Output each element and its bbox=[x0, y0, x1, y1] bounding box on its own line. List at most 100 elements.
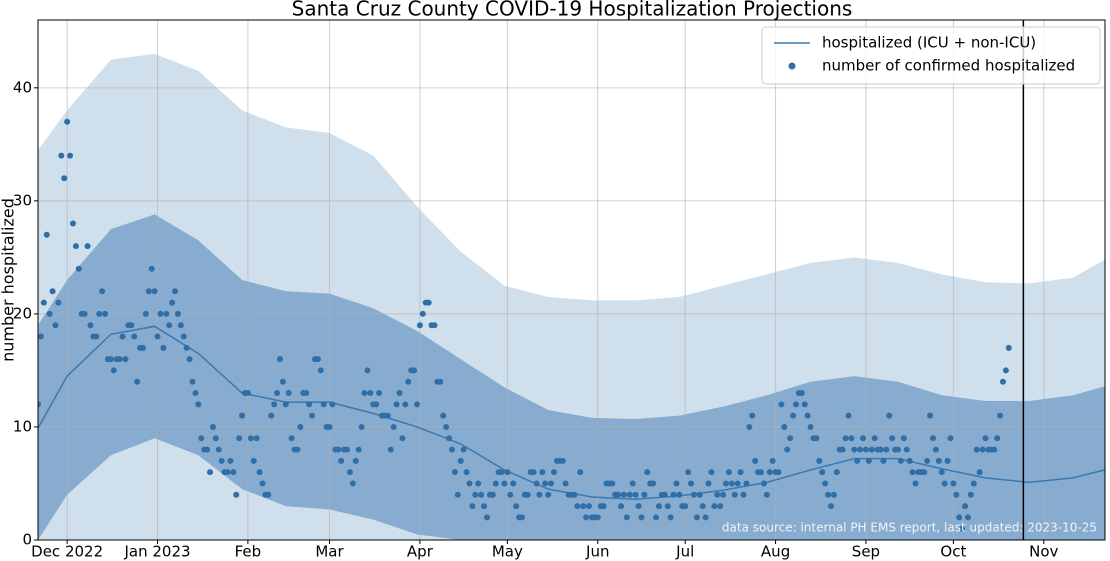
y-tick-label: 0 bbox=[22, 531, 32, 549]
point bbox=[186, 356, 193, 363]
point bbox=[775, 469, 782, 476]
point bbox=[317, 367, 324, 374]
point bbox=[740, 491, 747, 498]
point bbox=[1005, 344, 1012, 351]
point bbox=[344, 446, 351, 453]
point bbox=[571, 491, 578, 498]
point bbox=[635, 503, 642, 510]
point bbox=[536, 491, 543, 498]
point bbox=[950, 480, 957, 487]
point bbox=[52, 322, 59, 329]
legend-box bbox=[761, 26, 1101, 85]
point bbox=[757, 469, 764, 476]
point bbox=[174, 310, 181, 317]
y-tick-label: 30 bbox=[13, 191, 32, 209]
point bbox=[510, 480, 517, 487]
point bbox=[790, 412, 797, 419]
point bbox=[781, 423, 788, 430]
x-tick-label: Apr bbox=[407, 543, 434, 561]
point bbox=[830, 491, 837, 498]
x-tick-label: Aug bbox=[761, 543, 790, 561]
point bbox=[40, 299, 47, 306]
point bbox=[889, 435, 896, 442]
point bbox=[970, 480, 977, 487]
point bbox=[87, 322, 94, 329]
point bbox=[807, 423, 814, 430]
point bbox=[542, 480, 549, 487]
point bbox=[848, 435, 855, 442]
point bbox=[798, 390, 805, 397]
point bbox=[163, 310, 170, 317]
x-tick-label: Jan 2023 bbox=[123, 543, 190, 561]
point bbox=[183, 344, 190, 351]
point bbox=[585, 503, 592, 510]
point bbox=[192, 390, 199, 397]
point bbox=[166, 322, 173, 329]
point bbox=[868, 446, 875, 453]
point bbox=[259, 480, 266, 487]
point bbox=[169, 299, 176, 306]
point bbox=[895, 446, 902, 453]
y-tick-label: 20 bbox=[13, 304, 32, 322]
x-tick-label: May bbox=[492, 543, 523, 561]
point bbox=[145, 288, 152, 295]
point bbox=[769, 457, 776, 464]
point bbox=[693, 514, 700, 521]
annotation: data source: internal PH EMS report, las… bbox=[722, 521, 1097, 535]
point bbox=[638, 514, 645, 521]
point bbox=[390, 423, 397, 430]
point bbox=[929, 435, 936, 442]
point bbox=[883, 446, 890, 453]
point bbox=[559, 457, 566, 464]
point bbox=[349, 480, 356, 487]
point bbox=[309, 412, 316, 419]
point bbox=[483, 514, 490, 521]
point bbox=[314, 356, 321, 363]
point bbox=[96, 310, 103, 317]
point bbox=[792, 401, 799, 408]
point bbox=[306, 401, 313, 408]
x-tick-label: Mar bbox=[315, 543, 344, 561]
point bbox=[819, 469, 826, 476]
point bbox=[475, 480, 482, 487]
point bbox=[454, 491, 461, 498]
point bbox=[244, 390, 251, 397]
point bbox=[227, 457, 234, 464]
point bbox=[833, 469, 840, 476]
point bbox=[696, 491, 703, 498]
point bbox=[924, 457, 931, 464]
point bbox=[396, 390, 403, 397]
y-axis-label: number hospitalized bbox=[0, 198, 18, 362]
point bbox=[530, 469, 537, 476]
point bbox=[224, 469, 231, 476]
point bbox=[705, 480, 712, 487]
point bbox=[55, 299, 62, 306]
point bbox=[46, 310, 53, 317]
point bbox=[139, 344, 146, 351]
point bbox=[903, 446, 910, 453]
point bbox=[247, 435, 254, 442]
point bbox=[991, 446, 998, 453]
point bbox=[580, 503, 587, 510]
point bbox=[250, 457, 257, 464]
point bbox=[688, 480, 695, 487]
point bbox=[728, 480, 735, 487]
point bbox=[562, 480, 569, 487]
x-tick-label: Dec 2022 bbox=[31, 543, 103, 561]
point bbox=[906, 457, 913, 464]
point bbox=[801, 401, 808, 408]
point bbox=[218, 457, 225, 464]
point bbox=[274, 390, 281, 397]
point bbox=[61, 175, 68, 182]
point bbox=[851, 446, 858, 453]
x-tick-label: Oct bbox=[940, 543, 966, 561]
point bbox=[932, 446, 939, 453]
point bbox=[900, 435, 907, 442]
point bbox=[632, 491, 639, 498]
point bbox=[204, 446, 211, 453]
point bbox=[967, 491, 974, 498]
point bbox=[670, 491, 677, 498]
point bbox=[641, 491, 648, 498]
point bbox=[947, 435, 954, 442]
